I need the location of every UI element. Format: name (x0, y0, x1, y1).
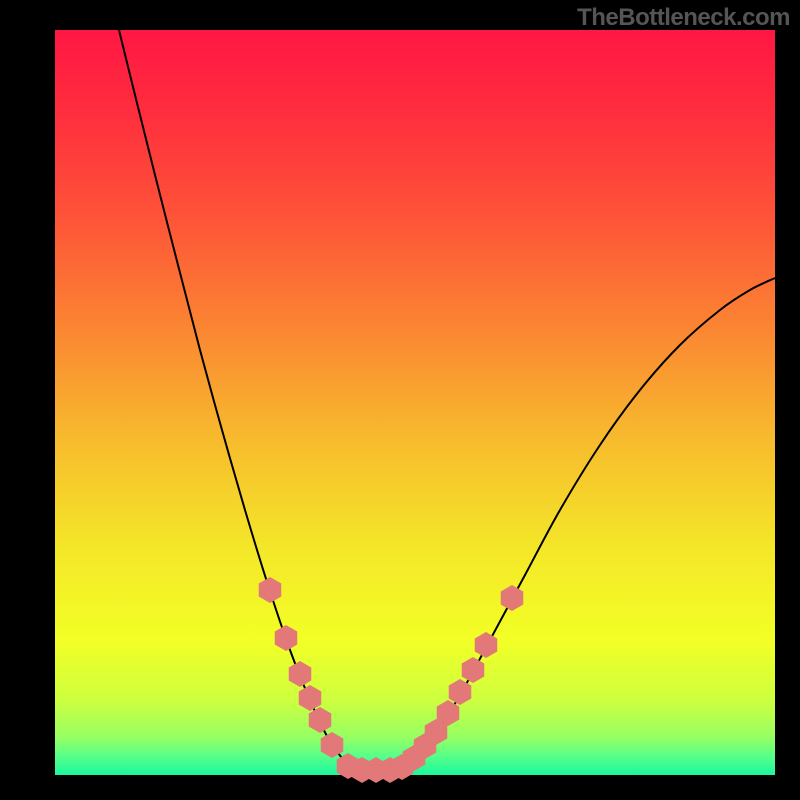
bottleneck-chart (0, 0, 800, 800)
watermark-text: TheBottleneck.com (577, 4, 790, 32)
plot-gradient-background (55, 30, 775, 775)
